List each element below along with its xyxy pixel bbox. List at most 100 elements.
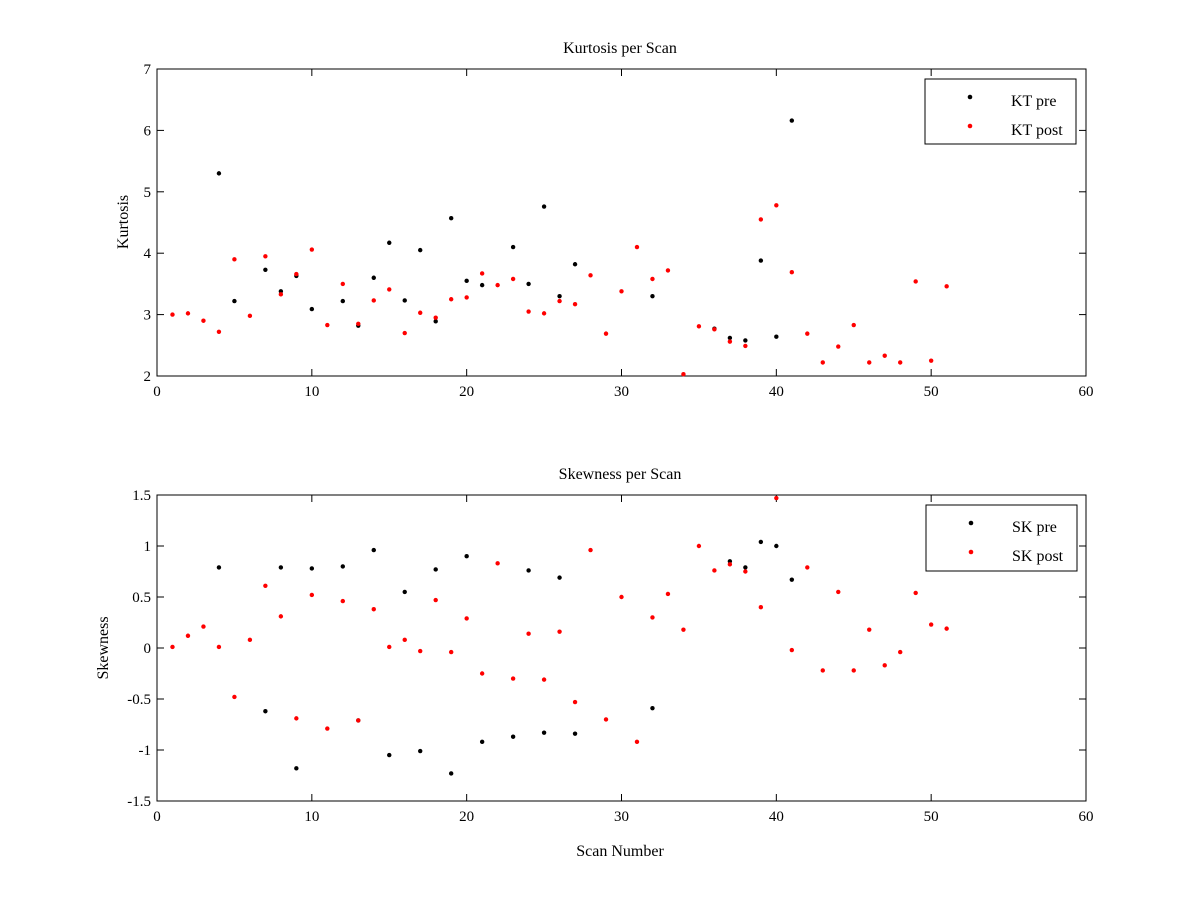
- sk-post-point: [650, 615, 655, 620]
- kt-pre-point: [278, 289, 284, 294]
- sk-post-point: [712, 568, 717, 573]
- sk-pre-point: [216, 565, 222, 570]
- skewness-x-tick-label: 30: [614, 809, 629, 825]
- sk-post-point: [851, 668, 856, 673]
- skewness-x-tick-label: 0: [153, 809, 161, 825]
- skewness-x-axis-label: Scan Number: [576, 843, 664, 860]
- sk-pre-point: [309, 566, 315, 571]
- skewness-x-tick-label: 10: [304, 809, 319, 825]
- sk-post-point: [681, 627, 686, 632]
- skewness-y-tick-label: 0.5: [132, 590, 151, 606]
- sk-post-point: [541, 677, 547, 682]
- sk-post-point: [619, 594, 624, 600]
- sk-pre-point: [743, 565, 748, 570]
- sk-pre-point: [371, 547, 376, 553]
- sk-pre-point: [387, 752, 392, 758]
- kt-pre-point: [774, 334, 779, 339]
- kt-pre-point: [727, 335, 733, 341]
- kurtosis-y-tick-label: 2: [144, 369, 152, 385]
- kt-post-point: [588, 273, 593, 278]
- kt-post-point: [572, 301, 578, 307]
- kt-pre-point: [402, 298, 407, 303]
- kt-post-point: [371, 298, 376, 303]
- sk-post-point: [371, 607, 376, 612]
- sk-post-point: [696, 543, 702, 549]
- sk-pre-point: [340, 564, 345, 569]
- sk-post-point: [232, 694, 237, 700]
- kt-post-legend-marker: [967, 123, 973, 129]
- kt-post-point: [294, 271, 299, 277]
- sk-post-point: [928, 622, 934, 627]
- kurtosis-x-tick-label: 30: [614, 384, 629, 400]
- sk-pre-point: [789, 577, 795, 582]
- sk-post-point: [433, 597, 438, 603]
- skewness-x-tick-label: 50: [924, 809, 939, 825]
- kt-post-point: [557, 298, 562, 304]
- sk-pre-point: [418, 748, 423, 754]
- kt-pre-point: [216, 171, 222, 176]
- kurtosis-y-tick-label: 7: [144, 62, 152, 78]
- sk-post-point: [820, 668, 825, 673]
- sk-post-point: [263, 583, 268, 588]
- kt-post-point: [789, 270, 795, 275]
- sk-post-point: [340, 598, 345, 604]
- sk-pre-point: [727, 559, 733, 564]
- kurtosis-x-tick-label: 10: [304, 384, 319, 400]
- kt-post-point: [418, 310, 423, 315]
- sk-post-point: [418, 648, 423, 654]
- sk-pre-point: [510, 734, 516, 739]
- kt-post-point: [913, 279, 918, 284]
- kt-post-point: [433, 315, 438, 320]
- kt-post-point: [650, 276, 655, 282]
- kt-pre-point: [387, 240, 392, 245]
- sk-pre-point: [758, 539, 764, 545]
- kt-post-point: [526, 309, 531, 314]
- kt-post-point: [944, 284, 949, 289]
- kurtosis-ticks: 0 10 20 30 40 50 60 2 3 4 5 6 7: [144, 62, 1094, 400]
- kurtosis-plot-title: Kurtosis per Scan: [563, 40, 677, 57]
- skewness-y-tick-label: -1.5: [127, 794, 151, 810]
- sk-post-point: [479, 671, 485, 676]
- sk-post-point: [201, 624, 206, 629]
- kt-post-point: [603, 331, 609, 336]
- sk-pre-legend-marker: [968, 520, 974, 526]
- sk-pre-point: [402, 589, 407, 595]
- kt-post-point: [665, 268, 671, 273]
- sk-post-point: [743, 569, 748, 574]
- kurtosis-legend-box: [924, 78, 1077, 145]
- sk-post-point: [294, 716, 299, 721]
- kt-pre-point: [418, 247, 423, 253]
- kurtosis-x-tick-label: 0: [153, 384, 161, 400]
- kurtosis-y-tick-label: 5: [144, 185, 152, 201]
- kt-post-point: [402, 330, 407, 336]
- sk-pre-point: [263, 709, 268, 714]
- kt-pre-point: [232, 298, 237, 304]
- kt-post-point: [727, 339, 733, 344]
- kt-pre-point: [371, 275, 376, 280]
- sk-pre-point: [464, 554, 469, 559]
- skewness-x-tick-label: 20: [459, 809, 474, 825]
- kt-post-point: [510, 276, 516, 282]
- kt-post-point: [712, 327, 717, 332]
- kt-pre-point: [758, 258, 764, 263]
- sk-post-point: [309, 592, 315, 598]
- kt-post-point: [495, 282, 500, 288]
- skewness-y-tick-label: 1.5: [132, 488, 151, 504]
- skewness-plot: Skewness per Scan Skewness Scan Number 0…: [95, 466, 1094, 860]
- kt-pre-point: [309, 306, 315, 312]
- skewness-y-tick-label: -0.5: [127, 692, 151, 708]
- kt-post-point: [448, 297, 454, 302]
- kt-pre-point: [340, 298, 345, 304]
- sk-pre-point: [650, 705, 655, 711]
- sk-post-point: [944, 626, 949, 631]
- sk-pre-legend-label: SK pre: [1012, 519, 1057, 536]
- kt-post-point: [882, 353, 887, 358]
- kt-post-point: [170, 312, 175, 317]
- kt-post-point: [263, 254, 268, 259]
- kt-post-point: [805, 331, 810, 336]
- kurtosis-legend: KT pre KT post: [924, 78, 1077, 145]
- kurtosis-y-axis-label: Kurtosis: [115, 195, 132, 249]
- sk-pre-point: [541, 730, 547, 735]
- sk-post-point: [789, 647, 795, 653]
